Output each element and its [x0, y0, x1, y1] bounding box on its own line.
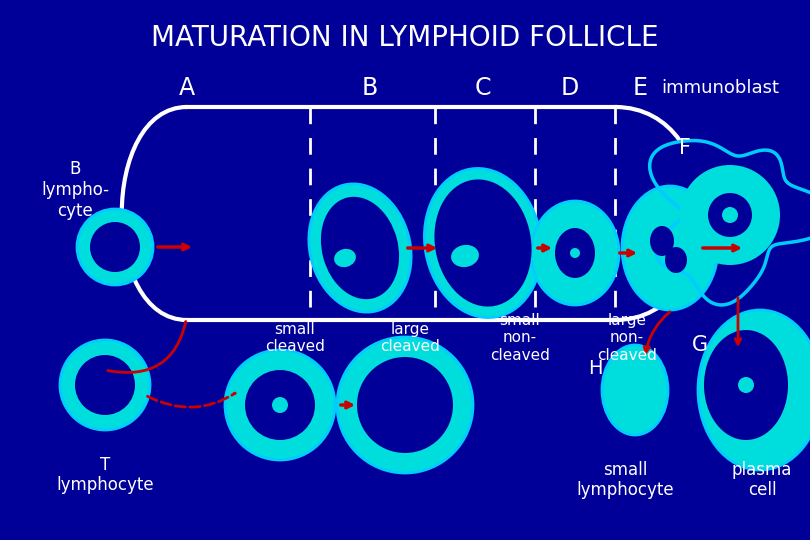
Ellipse shape — [602, 345, 668, 435]
Circle shape — [722, 207, 738, 223]
Ellipse shape — [698, 310, 810, 470]
Ellipse shape — [555, 228, 595, 278]
Ellipse shape — [704, 330, 788, 440]
Circle shape — [395, 395, 415, 415]
Circle shape — [738, 377, 754, 393]
Ellipse shape — [225, 350, 335, 460]
Text: large
non-
cleaved: large non- cleaved — [597, 313, 657, 363]
Ellipse shape — [357, 357, 453, 453]
Circle shape — [272, 397, 288, 413]
Polygon shape — [650, 140, 810, 305]
Ellipse shape — [650, 226, 674, 256]
Ellipse shape — [337, 337, 473, 473]
FancyArrowPatch shape — [108, 322, 185, 373]
Text: immunoblast: immunoblast — [661, 79, 779, 97]
Text: E: E — [633, 76, 647, 100]
Ellipse shape — [622, 186, 718, 310]
Text: small
lymphocyte: small lymphocyte — [576, 461, 674, 500]
Circle shape — [708, 193, 752, 237]
Ellipse shape — [334, 249, 356, 267]
Ellipse shape — [424, 168, 542, 318]
Text: small
cleaved: small cleaved — [265, 322, 325, 354]
Ellipse shape — [665, 247, 687, 273]
Text: G: G — [692, 335, 708, 355]
Text: A: A — [179, 76, 195, 100]
Ellipse shape — [434, 179, 531, 307]
Text: B
lympho-
cyte: B lympho- cyte — [41, 160, 109, 220]
Text: plasma
cell: plasma cell — [731, 461, 792, 500]
FancyArrowPatch shape — [147, 393, 235, 407]
Text: T
lymphocyte: T lymphocyte — [56, 456, 154, 495]
Text: small
non-
cleaved: small non- cleaved — [490, 313, 550, 363]
Text: B: B — [362, 76, 378, 100]
Ellipse shape — [75, 355, 135, 415]
Text: F: F — [679, 138, 691, 158]
Ellipse shape — [451, 245, 479, 267]
Ellipse shape — [60, 340, 150, 430]
Ellipse shape — [90, 222, 140, 272]
Text: large
cleaved: large cleaved — [380, 322, 440, 354]
Text: D: D — [561, 76, 579, 100]
Ellipse shape — [321, 197, 399, 299]
Text: C: C — [475, 76, 491, 100]
Ellipse shape — [245, 370, 315, 440]
Ellipse shape — [309, 184, 411, 312]
Text: H: H — [588, 359, 603, 377]
Circle shape — [680, 165, 780, 265]
Ellipse shape — [77, 209, 153, 285]
Text: MATURATION IN LYMPHOID FOLLICLE: MATURATION IN LYMPHOID FOLLICLE — [151, 24, 659, 52]
Ellipse shape — [531, 201, 619, 305]
Circle shape — [570, 248, 580, 258]
